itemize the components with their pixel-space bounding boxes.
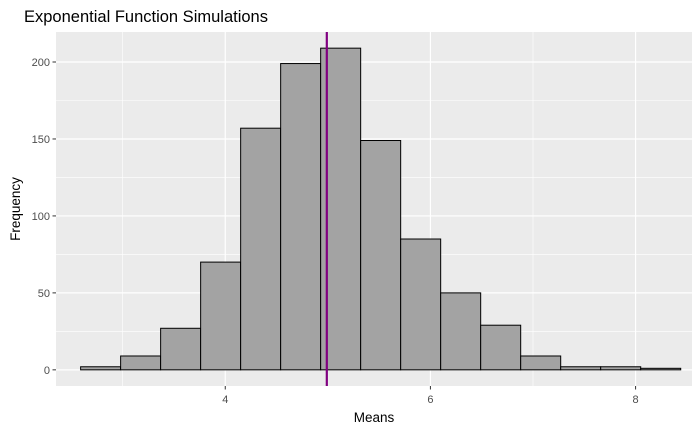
- y-tick-label: 150: [32, 134, 50, 146]
- y-tick-label: 100: [32, 211, 50, 223]
- histogram-bar: [160, 327, 202, 371]
- y-axis: 0 50 100 150 200: [32, 57, 56, 377]
- histogram-bar: [600, 366, 642, 371]
- histogram-bar: [640, 367, 682, 371]
- x-tick-label: 4: [222, 394, 228, 406]
- y-tick-label: 50: [38, 288, 50, 300]
- histogram-bar: [200, 261, 242, 371]
- histogram-bar: [400, 238, 442, 371]
- y-axis-title: Frequency: [8, 177, 23, 241]
- y-tick-label: 0: [44, 365, 50, 377]
- histogram-bar: [120, 355, 162, 371]
- chart-title: Exponential Function Simulations: [24, 8, 268, 26]
- y-tick-label: 200: [32, 57, 50, 69]
- x-tick-label: 8: [633, 394, 639, 406]
- x-tick-label: 6: [427, 394, 433, 406]
- x-axis: 4 6 8: [222, 386, 639, 406]
- histogram-bar: [520, 355, 562, 371]
- histogram-bar: [560, 366, 602, 371]
- histogram-bar: [360, 140, 402, 371]
- histogram-bar: [480, 324, 522, 371]
- histogram-bar: [440, 292, 482, 371]
- histogram-bar: [240, 127, 282, 371]
- histogram-bar: [280, 63, 322, 371]
- histogram-bar: [80, 366, 122, 371]
- x-axis-title: Means: [354, 410, 395, 425]
